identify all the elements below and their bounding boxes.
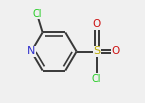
Text: N: N [27,46,36,57]
Text: O: O [112,46,120,57]
Text: S: S [93,46,100,57]
Text: Cl: Cl [32,9,42,19]
Text: Cl: Cl [92,74,102,84]
Text: O: O [93,19,101,29]
